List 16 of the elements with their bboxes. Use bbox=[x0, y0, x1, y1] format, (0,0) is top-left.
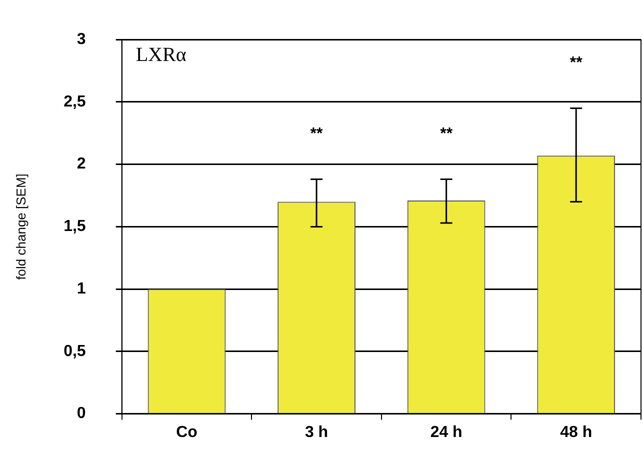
y-tick-label: 0,5 bbox=[64, 342, 86, 360]
y-tick-label: 2 bbox=[76, 156, 86, 173]
y-tick-label: 1 bbox=[76, 280, 86, 298]
annotation: ** bbox=[310, 126, 324, 143]
x-tick-label: 3 h bbox=[304, 424, 328, 441]
annotation: ** bbox=[440, 126, 454, 143]
y-tick-label: 0 bbox=[76, 405, 86, 422]
chart-title: LXRα bbox=[136, 44, 187, 66]
x-tick-label: 24 h bbox=[430, 424, 462, 441]
x-tick-label: Co bbox=[176, 424, 198, 441]
y-axis-title: fold change [SEM] bbox=[13, 174, 28, 280]
y-tick-label: 2,5 bbox=[64, 93, 86, 110]
annotation: ** bbox=[570, 54, 584, 72]
y-tick-label: 1,5 bbox=[64, 218, 86, 236]
x-tick-label: 48 h bbox=[560, 424, 592, 441]
y-tick-label: 3 bbox=[76, 31, 86, 48]
